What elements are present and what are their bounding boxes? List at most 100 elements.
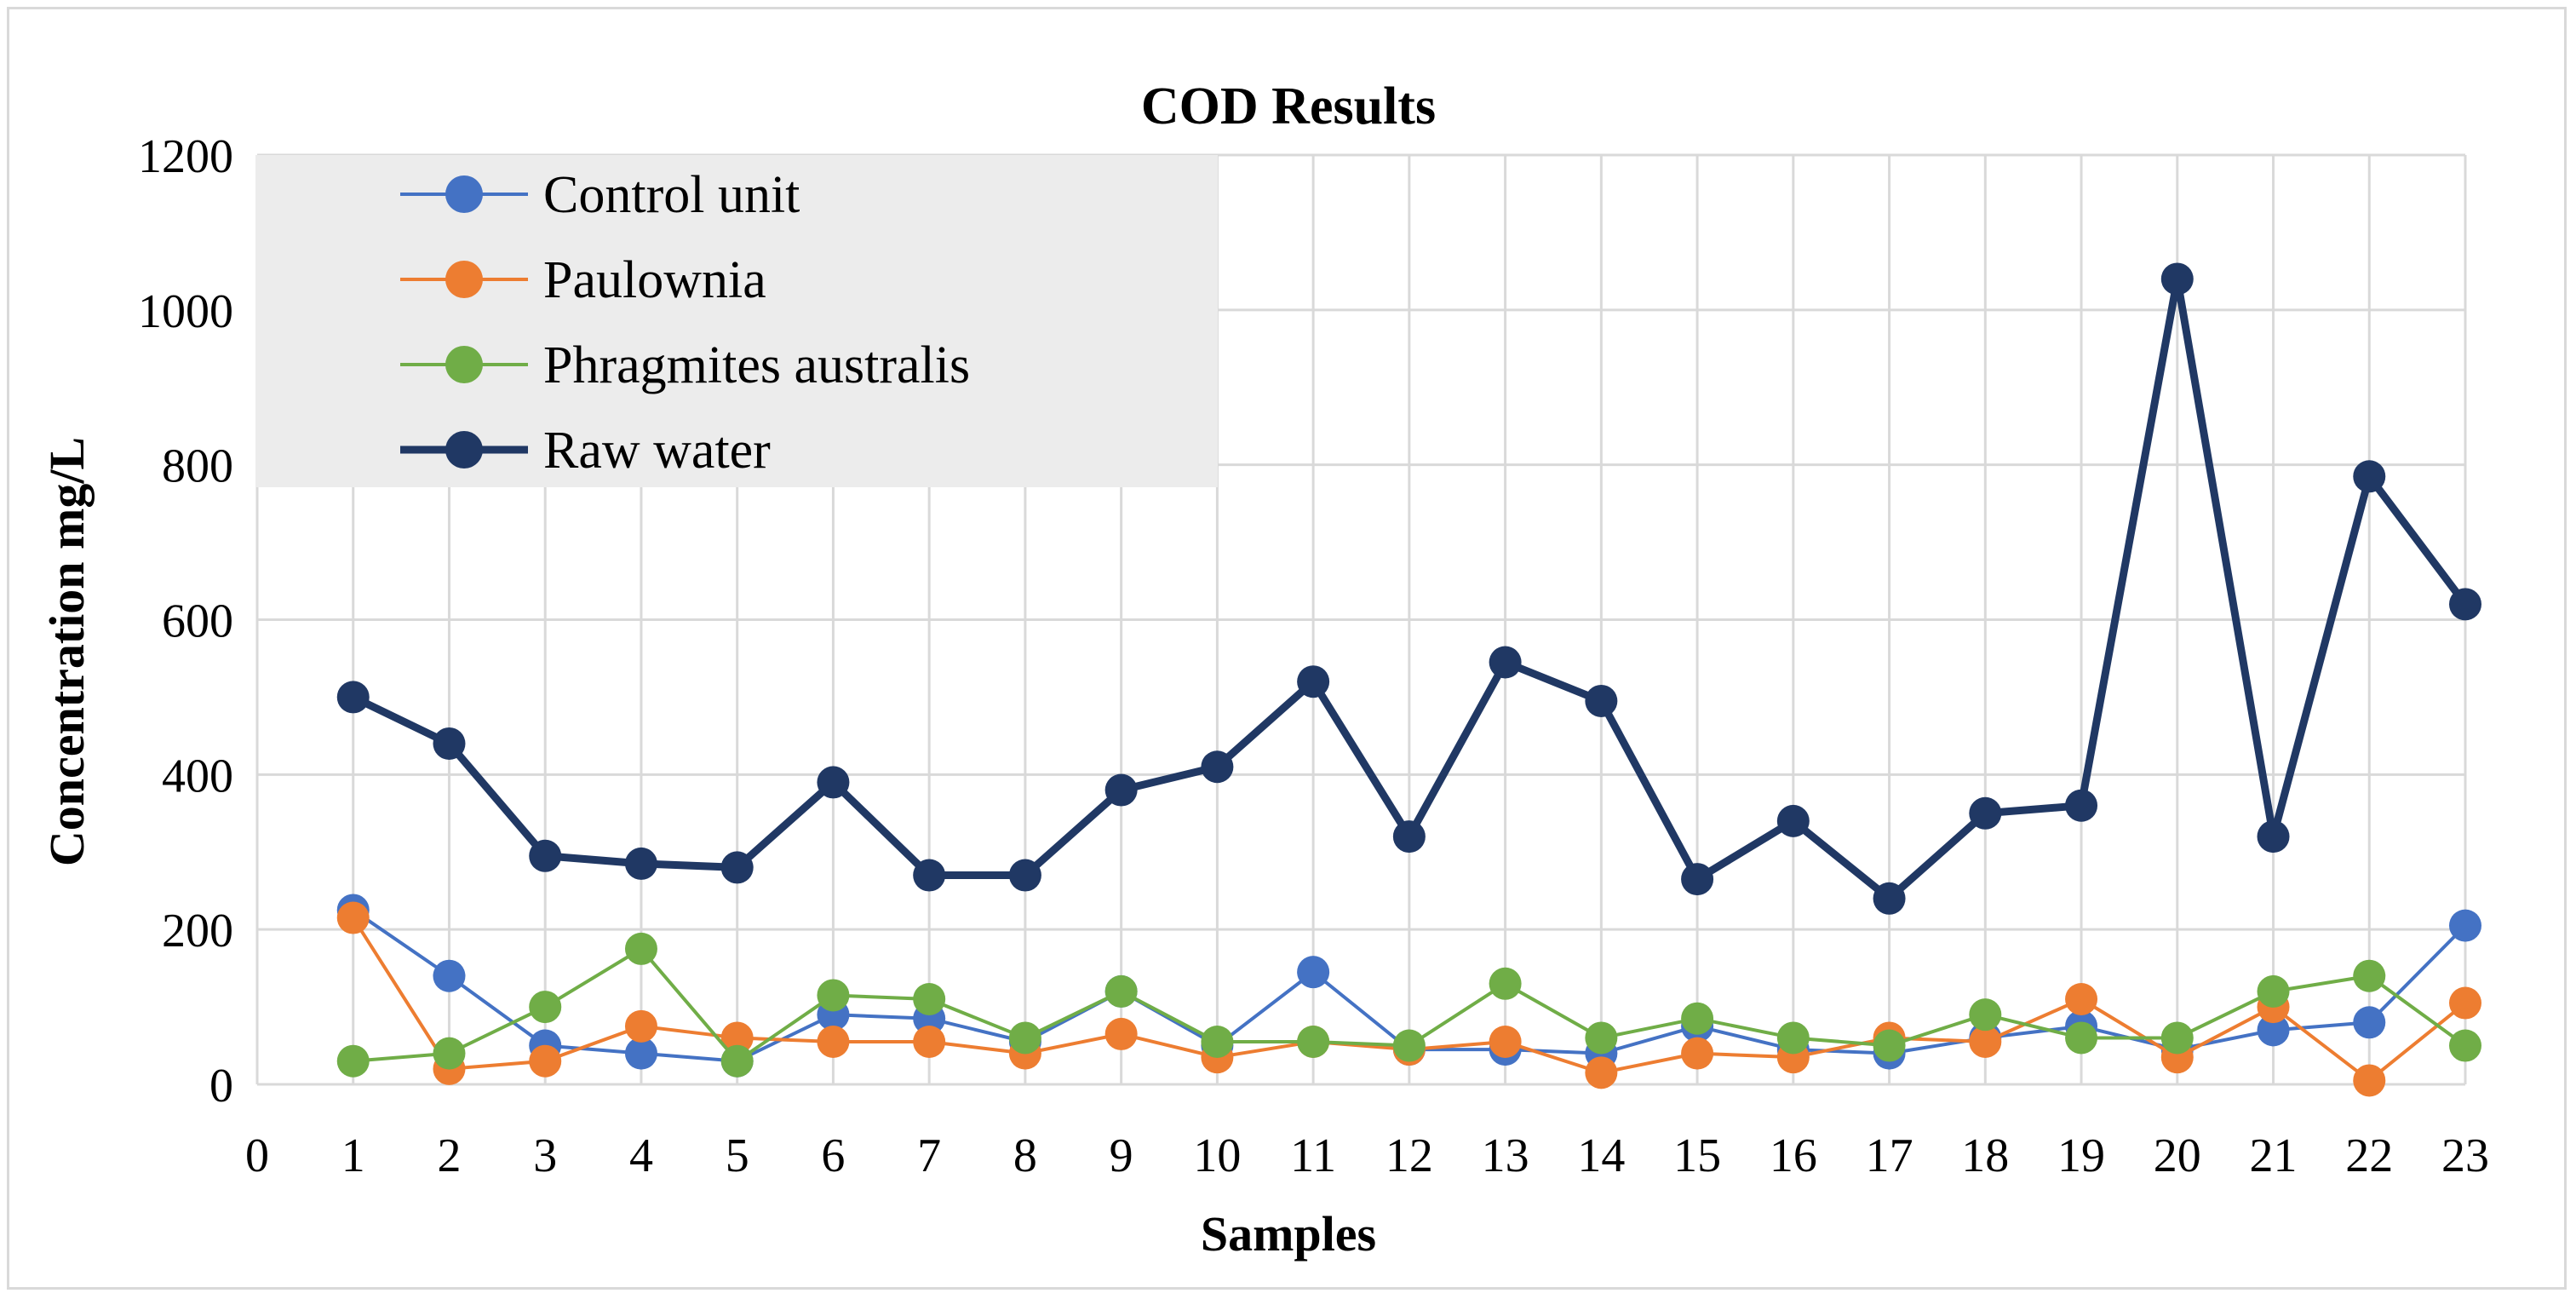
data-point-phragmites-australis bbox=[529, 991, 562, 1024]
data-point-phragmites-australis bbox=[817, 979, 850, 1012]
data-point-phragmites-australis bbox=[1873, 1029, 1906, 1062]
series-layer bbox=[336, 262, 2481, 1097]
data-point-raw-water bbox=[1873, 882, 1906, 915]
data-point-paulownia bbox=[2065, 982, 2098, 1015]
data-point-phragmites-australis bbox=[2160, 1021, 2194, 1055]
chart-title: COD Results bbox=[1141, 78, 1436, 135]
data-point-raw-water bbox=[1392, 820, 1426, 854]
legend-marker-paulownia bbox=[445, 261, 483, 298]
series-raw-water bbox=[336, 262, 2481, 915]
legend-marker-control-unit bbox=[445, 175, 483, 213]
x-tick-label: 21 bbox=[2250, 1129, 2298, 1182]
data-point-phragmites-australis bbox=[1297, 1025, 1330, 1058]
data-point-raw-water bbox=[1104, 773, 1138, 807]
x-tick-label: 7 bbox=[917, 1129, 941, 1182]
data-point-raw-water bbox=[1585, 684, 1618, 717]
data-point-phragmites-australis bbox=[1681, 1002, 1714, 1035]
data-point-phragmites-australis bbox=[1969, 998, 2002, 1032]
data-point-phragmites-australis bbox=[2449, 1029, 2481, 1062]
data-point-raw-water bbox=[1201, 750, 1234, 784]
x-tick-label: 13 bbox=[1482, 1129, 1529, 1182]
tick-labels: 0 1 2 3 4 5 6 7 8 9 10 11 12 13 14 15 16 17 18 19 20 21 22 2302… bbox=[138, 130, 2489, 1182]
y-tick-label: 0 bbox=[209, 1060, 233, 1112]
x-tick-label: 9 bbox=[1110, 1129, 1133, 1182]
data-point-paulownia bbox=[1681, 1037, 1714, 1070]
x-tick-label: 18 bbox=[1961, 1129, 2009, 1182]
legend-label-phragmites-australis: Phragmites australis bbox=[543, 336, 970, 394]
data-point-phragmites-australis bbox=[1201, 1025, 1234, 1058]
data-point-control-unit bbox=[2353, 1006, 2386, 1039]
data-point-phragmites-australis bbox=[2065, 1021, 2098, 1055]
data-point-paulownia bbox=[624, 1009, 657, 1043]
data-point-raw-water bbox=[2257, 820, 2290, 854]
data-point-raw-water bbox=[1008, 859, 1041, 892]
data-point-paulownia bbox=[529, 1044, 562, 1078]
legend-marker-raw-water bbox=[445, 431, 483, 468]
x-tick-label: 2 bbox=[437, 1129, 461, 1182]
data-point-phragmites-australis bbox=[1392, 1029, 1426, 1062]
data-point-raw-water bbox=[817, 766, 850, 799]
y-tick-label: 800 bbox=[162, 440, 233, 493]
series-phragmites-australis bbox=[336, 932, 2481, 1078]
x-tick-label: 20 bbox=[2154, 1129, 2201, 1182]
data-point-paulownia bbox=[720, 1021, 754, 1055]
data-point-phragmites-australis bbox=[2353, 959, 2386, 992]
data-point-raw-water bbox=[2160, 262, 2194, 296]
data-point-control-unit bbox=[624, 1037, 657, 1070]
x-tick-label: 11 bbox=[1290, 1129, 1336, 1182]
data-point-paulownia bbox=[913, 1025, 946, 1058]
x-tick-label: 19 bbox=[2057, 1129, 2105, 1182]
data-point-raw-water bbox=[1969, 796, 2002, 830]
legend-marker-phragmites-australis bbox=[445, 346, 483, 383]
data-point-phragmites-australis bbox=[720, 1044, 754, 1078]
data-point-raw-water bbox=[529, 839, 562, 872]
data-point-phragmites-australis bbox=[1489, 967, 1522, 1000]
data-point-raw-water bbox=[2065, 789, 2098, 822]
data-point-paulownia bbox=[2449, 986, 2481, 1020]
data-point-raw-water bbox=[1297, 665, 1330, 698]
x-tick-label: 23 bbox=[2441, 1129, 2489, 1182]
x-tick-label: 14 bbox=[1577, 1129, 1625, 1182]
x-tick-label: 8 bbox=[1013, 1129, 1037, 1182]
data-point-raw-water bbox=[624, 847, 657, 880]
data-point-phragmites-australis bbox=[1104, 974, 1138, 1008]
data-point-raw-water bbox=[2449, 588, 2481, 621]
legend-label-control-unit: Control unit bbox=[543, 166, 800, 224]
data-point-control-unit bbox=[1297, 956, 1330, 989]
data-point-raw-water bbox=[2353, 460, 2386, 493]
data-point-phragmites-australis bbox=[433, 1037, 466, 1070]
y-tick-label: 200 bbox=[162, 905, 233, 957]
x-tick-label: 3 bbox=[533, 1129, 557, 1182]
x-tick-label: 5 bbox=[726, 1129, 749, 1182]
legend-background bbox=[255, 155, 1218, 487]
data-point-phragmites-australis bbox=[1776, 1021, 1810, 1055]
x-tick-label: 4 bbox=[629, 1129, 653, 1182]
data-point-paulownia bbox=[1585, 1056, 1618, 1089]
data-point-paulownia bbox=[1104, 1017, 1138, 1050]
data-point-phragmites-australis bbox=[336, 1044, 370, 1078]
y-tick-label: 600 bbox=[162, 595, 233, 648]
y-tick-label: 400 bbox=[162, 750, 233, 802]
y-tick-label: 1000 bbox=[138, 285, 233, 338]
data-point-phragmites-australis bbox=[624, 932, 657, 965]
data-point-paulownia bbox=[1489, 1025, 1522, 1058]
data-point-control-unit bbox=[2257, 1014, 2290, 1047]
chart-frame bbox=[7, 7, 2567, 1290]
x-tick-label: 12 bbox=[1386, 1129, 1433, 1182]
data-point-raw-water bbox=[1681, 863, 1714, 896]
data-point-raw-water bbox=[720, 851, 754, 884]
x-tick-label: 17 bbox=[1866, 1129, 1913, 1182]
data-point-phragmites-australis bbox=[1008, 1021, 1041, 1055]
legend-label-paulownia: Paulownia bbox=[543, 251, 766, 309]
x-tick-label: 15 bbox=[1673, 1129, 1721, 1182]
x-tick-label: 10 bbox=[1193, 1129, 1241, 1182]
data-point-paulownia bbox=[336, 901, 370, 934]
legend: Control unit Paulownia Phragmites australi… bbox=[255, 155, 1218, 487]
x-tick-label: 0 bbox=[245, 1129, 269, 1182]
x-tick-label: 16 bbox=[1770, 1129, 1817, 1182]
data-point-raw-water bbox=[913, 859, 946, 892]
data-point-raw-water bbox=[433, 727, 466, 760]
x-axis-title: Samples bbox=[1201, 1206, 1376, 1262]
data-point-paulownia bbox=[817, 1025, 850, 1058]
y-axis-title: Concentration mg/L bbox=[39, 437, 95, 866]
